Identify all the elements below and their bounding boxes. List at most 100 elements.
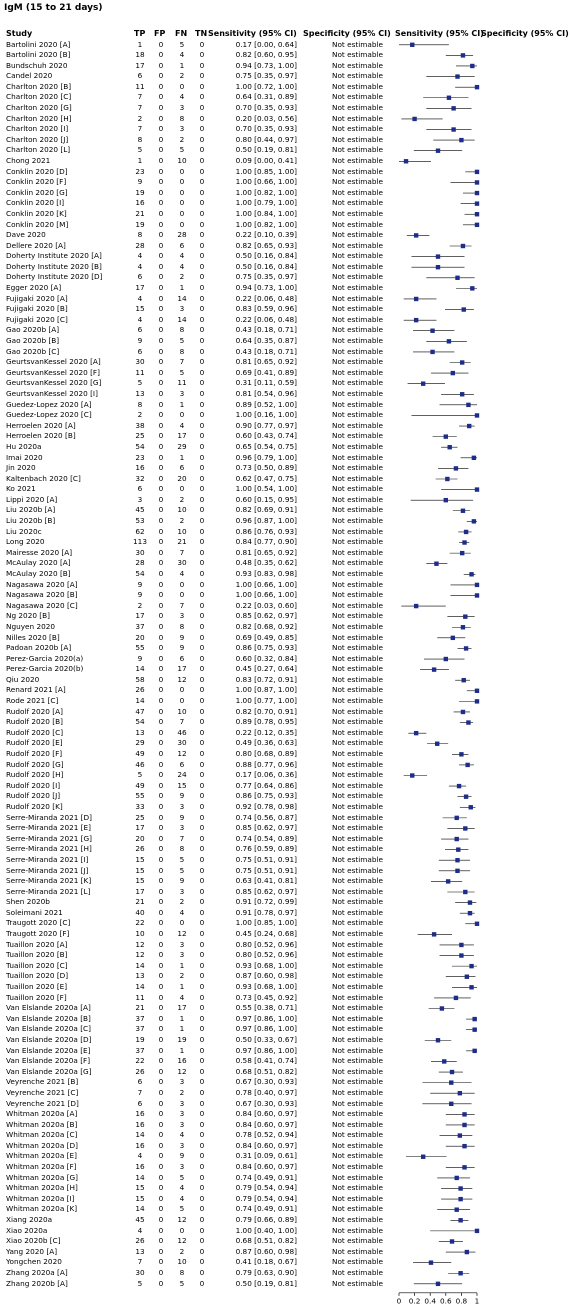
tp-value: 4 [137, 314, 143, 324]
sensitivity-value: 0.97 [0.86, 1.00] [235, 1013, 297, 1023]
tn-value: 0 [199, 346, 205, 356]
fn-value: 10 [177, 505, 187, 515]
table-row: Whitman 2020a [F] 16 0 3 0 0.84 [0.60, 0.97] N… [0, 1162, 570, 1173]
fp-value: 0 [158, 60, 164, 70]
tn-value: 0 [199, 823, 205, 833]
point-estimate [458, 1186, 463, 1191]
tn-value: 0 [199, 537, 205, 547]
fp-value: 0 [158, 833, 164, 843]
table-row: Liu 2020b [A] 45 0 10 0 0.82 [0.69, 0.91] Not … [0, 505, 570, 516]
x-tick-label: 1 [475, 1296, 480, 1305]
point-estimate [463, 646, 469, 651]
fn-value: 3 [179, 886, 185, 896]
point-estimate [449, 1101, 454, 1106]
sensitivity-value: 0.50 [0.16, 0.84] [235, 251, 297, 261]
point-estimate [442, 1059, 447, 1064]
fn-value: 5 [179, 1172, 185, 1182]
tn-value: 0 [199, 124, 205, 134]
tn-value: 0 [199, 897, 205, 907]
fn-value: 0 [179, 198, 185, 208]
point-estimate [459, 137, 464, 143]
fp-value: 0 [158, 854, 164, 864]
fp-value: 0 [158, 145, 164, 155]
fp-value: 0 [158, 1267, 164, 1277]
specificity-value: Not estimable [332, 1077, 384, 1087]
fp-value: 0 [158, 621, 164, 631]
tn-value: 0 [199, 865, 205, 875]
study-name: Liu 2020b [A] [6, 505, 56, 515]
tp-value: 6 [137, 346, 143, 356]
sensitivity-value: 0.41 [0.18, 0.67] [235, 1257, 297, 1267]
fn-value: 9 [179, 632, 185, 642]
tp-value: 9 [137, 653, 143, 663]
tp-value: 6 [137, 1077, 143, 1087]
sensitivity-value: 1.00 [0.87, 1.00] [235, 685, 297, 695]
fp-value: 0 [158, 907, 164, 917]
study-name: Nagasawa 2020 [B] [6, 590, 78, 600]
fn-value: 14 [177, 314, 187, 324]
sensitivity-value: 0.82 [0.60, 0.95] [235, 50, 297, 60]
point-estimate [467, 910, 473, 916]
fp-value: 0 [158, 643, 164, 653]
tp-value: 16 [135, 1109, 145, 1119]
tn-value: 0 [199, 1087, 205, 1097]
tp-value: 55 [135, 791, 145, 801]
fn-value: 1 [179, 399, 185, 409]
study-name: Van Elslande 2020a [E] [6, 1045, 91, 1055]
study-name: Serre-Miranda 2021 [L] [6, 886, 91, 896]
point-estimate [451, 127, 456, 132]
sensitivity-value: 0.82 [0.65, 0.93] [235, 240, 297, 250]
fn-value: 0 [179, 696, 185, 706]
specificity-value: Not estimable [332, 399, 384, 409]
sensitivity-value: 0.22 [0.06, 0.48] [235, 293, 297, 303]
study-name: Nilles 2020 [B] [6, 632, 60, 642]
tp-value: 15 [135, 876, 145, 886]
table-row: Herroelen 2020 [A] 38 0 4 0 0.90 [0.77, 0.97]… [0, 421, 570, 432]
fp-value: 0 [158, 1236, 164, 1246]
sensitivity-value: 0.80 [0.52, 0.96] [235, 950, 297, 960]
fp-value: 0 [158, 198, 164, 208]
tp-value: 14 [135, 1172, 145, 1182]
x-tick-label: 0.2 [409, 1296, 421, 1305]
fp-value: 0 [158, 960, 164, 970]
study-name: Herroelen 2020 [B] [6, 431, 76, 441]
study-name: Shen 2020b [6, 897, 50, 907]
fn-value: 2 [179, 897, 185, 907]
sensitivity-value: 1.00 [0.82, 1.00] [235, 187, 297, 197]
fp-value: 0 [158, 484, 164, 494]
fp-value: 0 [158, 1066, 164, 1076]
fn-value: 4 [179, 1193, 185, 1203]
header-fp: FP [154, 29, 166, 38]
specificity-value: Not estimable [332, 494, 384, 504]
point-estimate [460, 625, 466, 630]
point-estimate [454, 1207, 459, 1212]
tp-value: 17 [135, 823, 145, 833]
specificity-value: Not estimable [332, 325, 384, 335]
study-name: Charlton 2020 [C] [6, 92, 72, 102]
fn-value: 4 [179, 1130, 185, 1140]
point-estimate [474, 487, 480, 492]
tn-value: 0 [199, 886, 205, 896]
specificity-value: Not estimable [332, 1257, 384, 1267]
tp-value: 19 [135, 219, 145, 229]
fn-value: 4 [179, 1183, 185, 1193]
tp-value: 49 [135, 780, 145, 790]
sensitivity-value: 1.00 [0.85, 1.00] [235, 166, 297, 176]
point-estimate [453, 995, 459, 1001]
fn-value: 1 [179, 960, 185, 970]
tn-value: 0 [199, 314, 205, 324]
sensitivity-value: 0.85 [0.62, 0.97] [235, 823, 297, 833]
tn-value: 0 [199, 1119, 205, 1129]
table-row: Mairesse 2020 [A] 30 0 7 0 0.81 [0.65, 0.92] N… [0, 548, 570, 559]
chart-title: IgM (15 to 21 days) [4, 3, 103, 13]
point-estimate [459, 550, 465, 556]
specificity-value: Not estimable [332, 611, 384, 621]
specificity-value: Not estimable [332, 950, 384, 960]
tn-value: 0 [199, 166, 205, 176]
fp-value: 0 [158, 982, 164, 991]
tn-value: 0 [199, 1204, 205, 1214]
study-name: Veyrenche 2021 [C] [6, 1087, 79, 1097]
study-name: Bundschuh 2020 [6, 60, 68, 70]
fp-value: 0 [158, 876, 164, 886]
